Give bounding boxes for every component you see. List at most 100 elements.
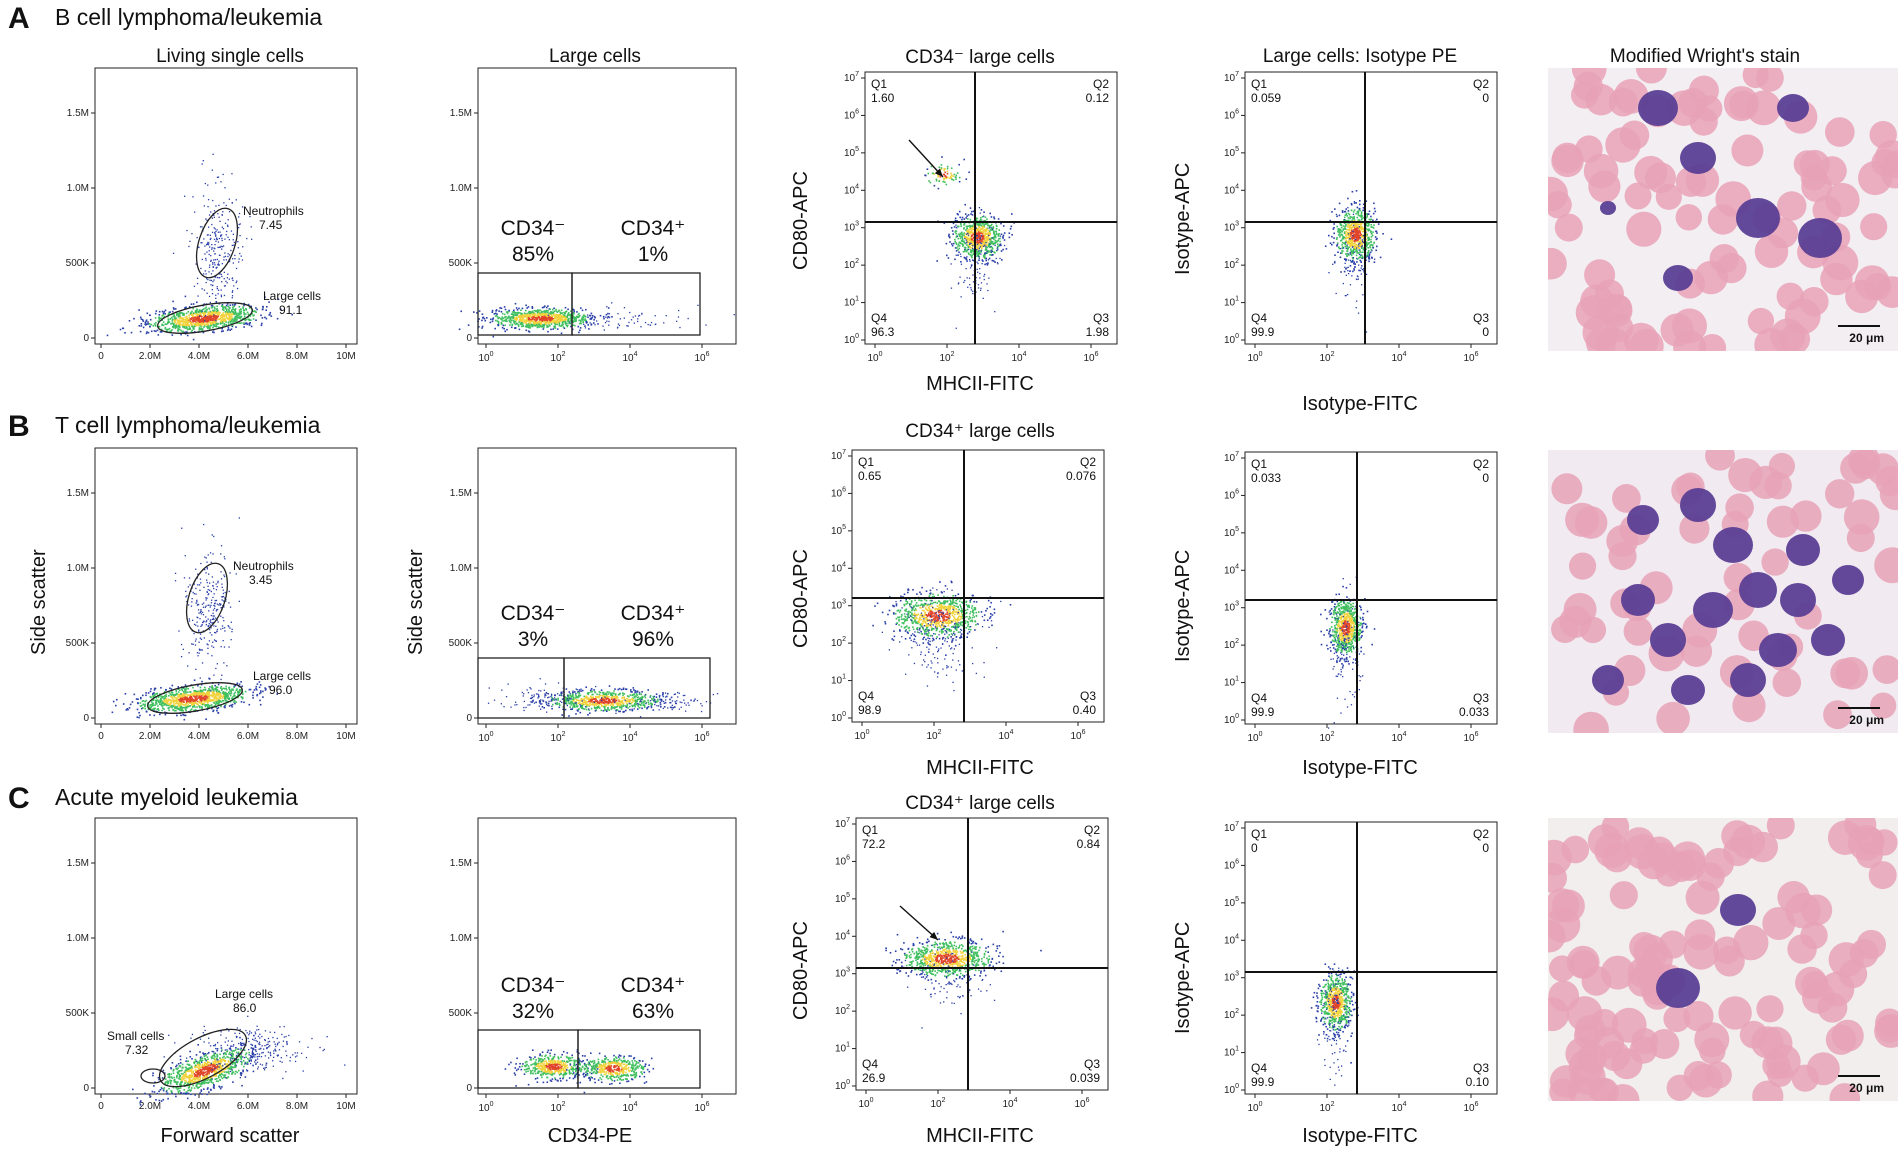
- forward-scatter-label: Forward scatter: [160, 1125, 300, 1147]
- red-blood-cell: [1766, 1044, 1801, 1079]
- fsc-ssc-plot-1: 0 500K 1.0M 1.5M 0 2.0M 4.0M 6.0M 8.0M 10M Neutrop…: [66, 447, 358, 742]
- red-blood-cell: [1730, 824, 1766, 859]
- red-blood-cell: [1634, 956, 1665, 987]
- cd34-points: [487, 678, 719, 718]
- red-blood-cell: [1776, 282, 1804, 310]
- cd80-apc-label-c: CD80-APC: [790, 921, 812, 1020]
- red-blood-cell: [1766, 818, 1795, 840]
- tick-label: 107: [1224, 71, 1239, 84]
- cd34-plot-0: 0 500K 1.0M 1.5M 100 102 104 106 CD34⁻ 85% CD34⁺ 1%: [449, 67, 737, 364]
- tick-label: 106: [844, 108, 859, 121]
- plot-frame: [855, 817, 1109, 1091]
- red-blood-cell: [1733, 924, 1769, 961]
- ssc-tick-label: 1.5M: [450, 488, 472, 499]
- q4-label: Q4: [1251, 691, 1267, 705]
- red-blood-cell: [1666, 1074, 1693, 1101]
- red-blood-cell: [1689, 107, 1718, 136]
- red-blood-cell: [1573, 711, 1609, 733]
- fsc-tick-label: 6.0M: [237, 1101, 259, 1112]
- nucleated-cell: [1720, 894, 1756, 926]
- tick-label: 102: [1224, 1008, 1239, 1021]
- q4-value: 99.9: [1251, 325, 1275, 339]
- nucleated-cell: [1680, 488, 1716, 522]
- red-blood-cell: [1645, 162, 1676, 194]
- red-blood-cell: [1732, 689, 1766, 723]
- row-letter-a: A: [8, 2, 30, 35]
- quad-points: [1324, 190, 1393, 333]
- gate-neutrophils: [185, 562, 229, 634]
- red-blood-cell: [1718, 996, 1752, 1030]
- tick-label: 104: [1224, 183, 1239, 196]
- q1-label: Q1: [862, 823, 878, 837]
- tick-label: 107: [1224, 451, 1239, 464]
- tick-label: 100: [478, 351, 493, 364]
- tick-label: 100: [1247, 1101, 1262, 1114]
- red-blood-cell: [1850, 450, 1881, 480]
- micrograph-b-cell: 20 μm: [1548, 68, 1898, 351]
- red-blood-cell: [1835, 657, 1868, 690]
- red-blood-cell: [1548, 863, 1567, 893]
- red-blood-cell: [1795, 966, 1828, 999]
- nucleated-cell: [1759, 633, 1797, 667]
- cd34-pos-value: 96%: [632, 628, 674, 651]
- nucleated-cell: [1680, 142, 1716, 174]
- q1-value: 0.059: [1251, 91, 1281, 105]
- arrow-line: [908, 139, 944, 178]
- red-blood-cell: [1872, 655, 1898, 684]
- col-title-quad-c: CD34⁺ large cells: [905, 793, 1055, 814]
- red-blood-cell: [1806, 1052, 1840, 1086]
- red-blood-cell: [1549, 1065, 1583, 1098]
- red-blood-cell: [1551, 473, 1583, 505]
- ssc-tick-label: 1.5M: [450, 858, 472, 869]
- gate-cd34-pos: [571, 272, 701, 336]
- cd34-neg-label: CD34⁻: [501, 602, 566, 625]
- cd34-plot-2: 0 500K 1.0M 1.5M 100 102 104 106 CD34⁻ 32% CD34⁺ 63…: [449, 817, 737, 1114]
- gate-cd34-pos: [563, 657, 711, 719]
- red-blood-cell: [1756, 68, 1784, 92]
- red-blood-cell: [1688, 75, 1719, 106]
- q2-value: 0: [1482, 841, 1489, 855]
- red-blood-cell: [1688, 1063, 1723, 1098]
- arrow-head: [934, 168, 943, 177]
- red-blood-cell: [1548, 247, 1567, 280]
- plot-frame: [1244, 451, 1498, 725]
- red-blood-cell: [1825, 479, 1855, 509]
- red-blood-cell: [1817, 992, 1848, 1023]
- nucleated-cell: [1656, 968, 1700, 1008]
- nucleated-cell: [1638, 90, 1678, 126]
- red-blood-cell: [1875, 466, 1898, 496]
- red-blood-cell: [1554, 213, 1583, 242]
- isotype-apc-label-a: Isotype-APC: [1172, 162, 1194, 275]
- tick-label: 102: [939, 351, 954, 364]
- tick-label: 106: [694, 731, 709, 744]
- tick-label: 100: [1247, 731, 1262, 744]
- q2-value: 0.84: [1077, 837, 1101, 851]
- red-blood-cell: [1761, 548, 1789, 576]
- ssc-tick-label: 0: [83, 713, 89, 724]
- gate-value-large-cells: 96.0: [269, 683, 293, 697]
- tick-label: 105: [831, 524, 846, 537]
- ssc-tick-label: 1.5M: [450, 108, 472, 119]
- row-title-b: T cell lymphoma/leukemia: [55, 412, 321, 438]
- q3-value: 1.98: [1086, 325, 1110, 339]
- gate-cd34-pos: [577, 1029, 701, 1089]
- red-blood-cell: [1838, 959, 1868, 989]
- nucleated-cell: [1832, 565, 1864, 595]
- fsc-tick-label: 6.0M: [237, 731, 259, 742]
- q2-value: 0.12: [1086, 91, 1110, 105]
- gate-value-small-cells: 7.32: [125, 1043, 149, 1057]
- tick-label: 102: [1319, 731, 1334, 744]
- tick-label: 104: [1391, 351, 1406, 364]
- red-blood-cell: [1762, 907, 1796, 940]
- isotype-fitc-label-c: Isotype-FITC: [1302, 1125, 1418, 1147]
- tick-label: 101: [844, 296, 859, 309]
- col-title-quad-b: CD34⁺ large cells: [905, 421, 1055, 442]
- tick-label: 102: [926, 729, 941, 742]
- plot-frame: [477, 447, 737, 725]
- tick-label: 106: [1224, 488, 1239, 501]
- gate-large-cells: [147, 682, 243, 714]
- red-blood-cell: [1845, 279, 1879, 314]
- gate-value-neutrophils: 3.45: [249, 573, 273, 587]
- col-title-isotype: Large cells: Isotype PE: [1262, 46, 1458, 67]
